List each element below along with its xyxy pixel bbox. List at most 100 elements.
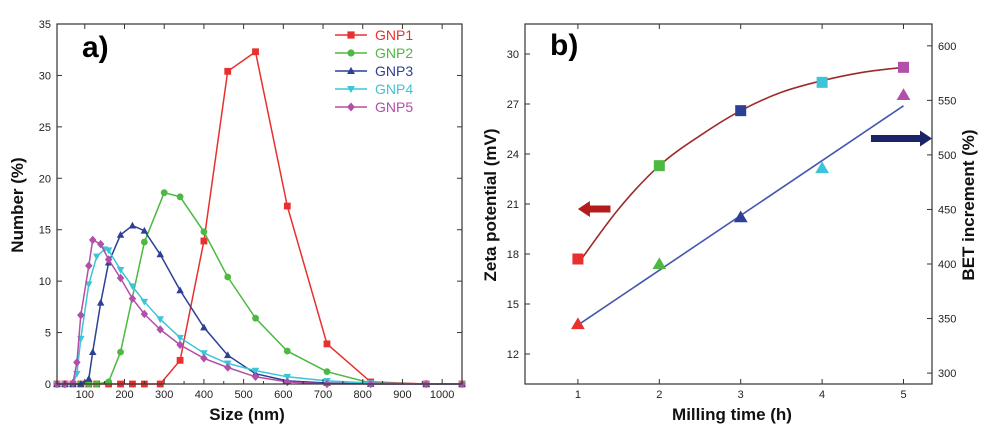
- data-point-GNP4: [251, 367, 260, 375]
- data-point-GNP3: [140, 226, 149, 234]
- x-tick-label: 1000: [430, 389, 454, 401]
- x-tick-label: 4: [819, 389, 825, 401]
- left-y-tick-label: 21: [507, 199, 519, 211]
- bet-point: [571, 317, 585, 330]
- data-point-GNP5: [96, 239, 105, 249]
- chart-a-panel-label: a): [82, 31, 109, 64]
- data-point-GNP5: [156, 325, 164, 334]
- chart-b-left-y-axis-title: Zeta potential (mV): [481, 128, 500, 281]
- left-y-tick-label: 15: [507, 299, 519, 311]
- bet-point: [896, 88, 911, 101]
- data-point-GNP4: [283, 373, 292, 381]
- right-y-tick-label: 600: [938, 41, 956, 53]
- data-point-GNP5: [176, 340, 184, 350]
- data-point-GNP4: [156, 316, 164, 324]
- data-point-GNP1: [200, 237, 208, 245]
- data-point-GNP4: [92, 253, 101, 261]
- chart-a-y-axis-title: Number (%): [8, 157, 27, 252]
- data-point-GNP3: [85, 374, 93, 382]
- y-tick-label: 15: [39, 225, 51, 237]
- data-point-GNP3: [88, 348, 97, 356]
- data-point-GNP5: [223, 363, 232, 372]
- chart-a-axes: 100 200 300 400 500 600 700 800 900 1000 0 5 10 15 20 2…: [39, 19, 463, 401]
- data-point-GNP4: [85, 281, 93, 289]
- data-point-GNP3: [116, 230, 125, 238]
- data-point-GNP5: [69, 378, 77, 388]
- data-point-GNP3: [156, 250, 164, 258]
- y-tick-label: 20: [39, 173, 51, 185]
- legend-label-GNP4: GNP4: [375, 81, 413, 97]
- bet-point: [815, 161, 830, 174]
- data-point-GNP5: [104, 255, 113, 264]
- left-y-tick-label: 24: [507, 149, 519, 161]
- legend-marker-GNP5: [347, 102, 355, 112]
- chart-a-frame: [56, 23, 463, 385]
- data-point-GNP2: [283, 347, 291, 355]
- y-tick-label: 10: [39, 276, 51, 288]
- data-point-GNP1: [252, 48, 259, 56]
- data-point-GNP4: [116, 266, 125, 274]
- data-point-GNP3: [176, 286, 184, 294]
- right-y-tick-label: 400: [938, 259, 956, 271]
- legend-label-GNP5: GNP5: [375, 99, 413, 115]
- zeta-point: [572, 253, 584, 265]
- data-point-GNP3: [223, 351, 232, 359]
- x-tick-label: 900: [393, 389, 411, 401]
- legend-label-GNP2: GNP2: [375, 45, 413, 61]
- data-point-GNP3: [128, 221, 137, 229]
- data-point-GNP2: [117, 348, 124, 356]
- chart-a-legend: GNP1 GNP2 GNP3 GNP4 GNP5: [335, 27, 413, 115]
- right-y-tick-label: 350: [938, 314, 956, 326]
- data-point-GNP5: [283, 377, 292, 387]
- data-point-GNP2: [176, 193, 184, 201]
- data-point-GNP2: [224, 273, 232, 281]
- series-line-GNP2: [57, 191, 462, 385]
- data-point-GNP5: [200, 354, 208, 363]
- data-point-GNP1: [323, 340, 331, 348]
- data-point-GNP1: [283, 202, 291, 210]
- data-point-GNP5: [251, 372, 260, 382]
- chart-a-x-axis-title: Size (nm): [209, 405, 285, 424]
- data-point-GNP2: [252, 314, 259, 322]
- zeta-axis-arrow: [577, 201, 611, 217]
- data-point-GNP4: [140, 298, 149, 306]
- data-point-GNP3: [96, 298, 105, 306]
- chart-b-right-y-axis-title: BET increment (%): [959, 129, 978, 280]
- x-tick-label: 800: [354, 389, 372, 401]
- chart-a-marks: [53, 48, 466, 389]
- chart-b-x-axis-title: Milling time (h): [672, 405, 792, 424]
- chart-b: 1 2 3 4 512151821242730300350400450500550600…: [481, 23, 978, 424]
- data-point-GNP2: [140, 238, 148, 246]
- legend-marker-GNP3: [347, 66, 355, 75]
- right-y-tick-label: 300: [938, 368, 956, 380]
- left-y-tick-label: 27: [507, 99, 519, 111]
- chart-b-panel-label: b): [550, 29, 578, 62]
- legend-marker-GNP4: [347, 85, 355, 94]
- zeta-point: [816, 76, 828, 88]
- x-tick-label: 700: [314, 389, 332, 401]
- right-y-tick-label: 450: [938, 204, 956, 216]
- y-tick-label: 25: [39, 122, 51, 134]
- data-point-GNP5: [77, 310, 85, 320]
- data-point-GNP2: [200, 228, 208, 236]
- data-point-GNP5: [88, 235, 97, 245]
- left-y-tick-label: 30: [507, 49, 519, 61]
- x-tick-label: 500: [234, 389, 252, 401]
- x-tick-label: 5: [900, 389, 906, 401]
- data-point-GNP2: [323, 368, 331, 376]
- right-y-tick-label: 500: [938, 150, 956, 162]
- right-y-tick-label: 550: [938, 95, 956, 107]
- data-point-GNP3: [200, 323, 208, 331]
- chart-a: 100 200 300 400 500 600 700 800 900 1000 0 5 10 15 20 2…: [8, 19, 466, 424]
- y-tick-label: 5: [45, 328, 51, 340]
- data-point-GNP4: [176, 334, 184, 342]
- legend-label-GNP1: GNP1: [375, 27, 413, 43]
- data-point-GNP5: [140, 309, 149, 319]
- data-point-GNP5: [73, 358, 81, 367]
- x-tick-label: 3: [738, 389, 744, 401]
- zeta-point: [653, 160, 665, 172]
- x-tick-label: 100: [76, 389, 94, 401]
- x-tick-label: 600: [274, 389, 292, 401]
- zeta-point: [735, 105, 747, 117]
